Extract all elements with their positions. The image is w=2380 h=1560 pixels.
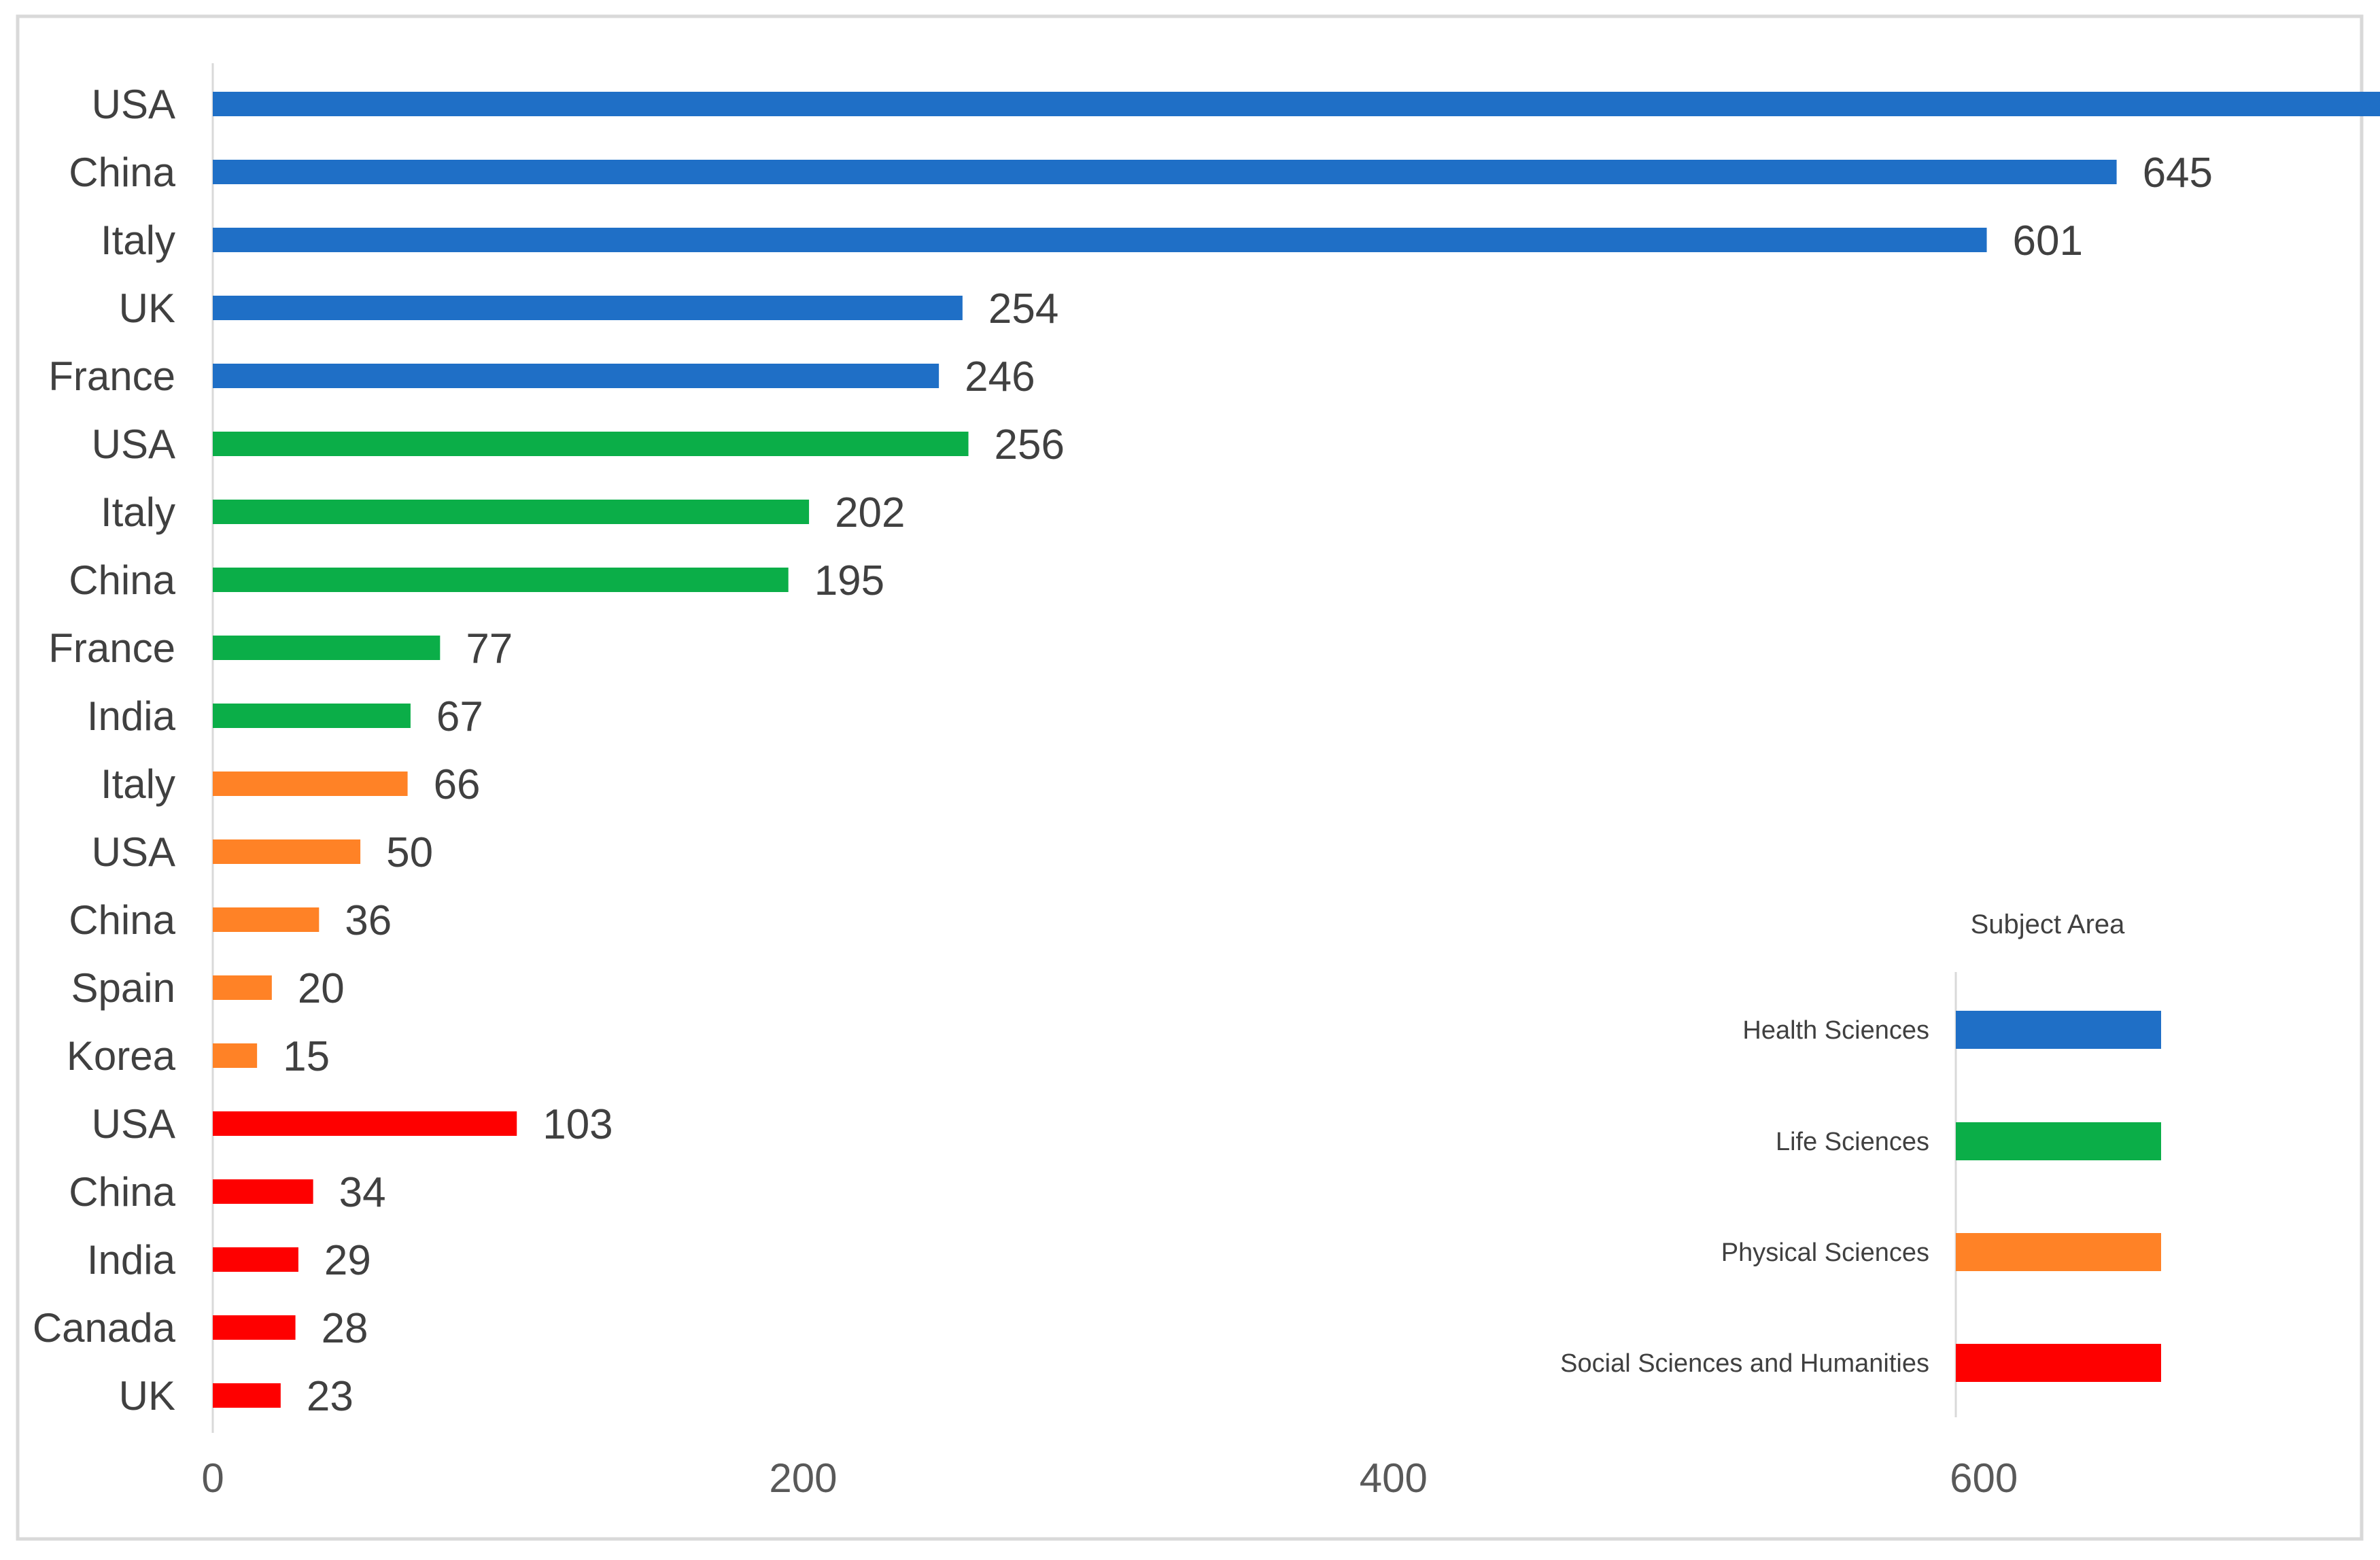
value-label: 601 (2013, 218, 2083, 264)
value-label: 246 (965, 353, 1035, 400)
bar (213, 1179, 313, 1204)
bar (213, 704, 411, 728)
bar (213, 1111, 517, 1136)
bar (213, 975, 272, 1000)
bar (213, 500, 810, 524)
category-label: USA (92, 421, 175, 467)
category-label: USA (92, 1101, 175, 1147)
category-label: China (69, 150, 175, 195)
category-label: UK (119, 285, 175, 331)
category-label: Spain (71, 965, 175, 1011)
category-label: Canada (33, 1305, 176, 1351)
value-label: 256 (995, 421, 1065, 468)
bar (213, 296, 963, 320)
x-tick-label: 400 (1360, 1455, 1428, 1501)
legend-swatch (1956, 1122, 2161, 1160)
value-label: 20 (298, 965, 345, 1012)
category-label: Korea (67, 1033, 176, 1079)
category-label: China (69, 557, 175, 603)
bar (213, 1043, 258, 1068)
bar (213, 160, 2117, 184)
category-label: Italy (101, 761, 175, 807)
bar (213, 364, 939, 388)
legend-swatch (1956, 1344, 2161, 1382)
category-label: France (48, 625, 175, 671)
value-label: 195 (814, 557, 884, 604)
value-label: 28 (322, 1305, 368, 1352)
value-label: 50 (386, 829, 433, 876)
x-tick-label: 0 (201, 1455, 224, 1501)
legend-label: Life Sciences (1776, 1128, 1929, 1156)
value-label: 34 (339, 1169, 386, 1216)
category-label: UK (119, 1373, 175, 1419)
category-label: USA (92, 82, 175, 127)
value-label: 254 (988, 285, 1058, 332)
bar (213, 92, 2380, 116)
x-tick-label: 600 (1950, 1455, 2018, 1501)
legend-label: Social Sciences and Humanities (1560, 1349, 1929, 1378)
bar (213, 907, 320, 932)
value-label: 29 (324, 1237, 371, 1284)
legend-swatch (1956, 1233, 2161, 1271)
value-label: 77 (466, 625, 513, 672)
category-label: China (69, 1169, 175, 1215)
legend-label: Health Sciences (1742, 1016, 1929, 1045)
category-label: China (69, 897, 175, 943)
bar (213, 568, 789, 592)
value-label: 36 (345, 897, 392, 944)
x-axis-ticks: 0200400600800100012001400 (201, 1455, 2018, 1501)
value-label: 645 (2143, 150, 2213, 196)
value-label: 202 (835, 489, 905, 536)
category-label: Italy (101, 489, 175, 535)
bars: USA1155China645Italy601UK254France246USA… (33, 82, 2380, 1420)
value-label: 103 (542, 1101, 613, 1148)
bar (213, 636, 441, 660)
x-tick-label: 200 (769, 1455, 837, 1501)
legend-label: Physical Sciences (1721, 1238, 1929, 1267)
category-label: India (87, 1237, 176, 1283)
bar (213, 839, 361, 864)
value-label: 23 (307, 1373, 353, 1420)
legend-swatch (1956, 1011, 2161, 1049)
category-label: USA (92, 829, 175, 875)
value-label: 66 (434, 761, 481, 808)
bar (213, 772, 408, 796)
bar (213, 1383, 281, 1408)
bar (213, 228, 1987, 252)
category-label: Italy (101, 218, 175, 263)
value-label: 67 (436, 693, 483, 740)
bar (213, 1315, 296, 1340)
legend-title: Subject Area (1971, 909, 2126, 939)
value-label: 15 (283, 1033, 330, 1080)
chart-frame (16, 14, 2364, 1541)
bar (213, 1247, 298, 1272)
category-label: India (87, 693, 176, 739)
category-label: France (48, 353, 175, 399)
legend: Subject Area Health Sciences Life Sciences… (1560, 909, 2161, 1417)
bar (213, 432, 969, 456)
